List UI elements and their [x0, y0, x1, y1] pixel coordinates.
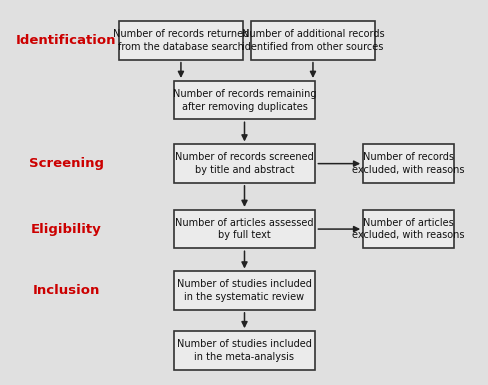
Text: Screening: Screening	[28, 157, 103, 170]
Text: Number of studies included
in the systematic review: Number of studies included in the system…	[177, 279, 311, 302]
Text: Number of studies included
in the meta-analysis: Number of studies included in the meta-a…	[177, 339, 311, 362]
FancyBboxPatch shape	[118, 21, 243, 60]
FancyBboxPatch shape	[250, 21, 375, 60]
FancyBboxPatch shape	[173, 81, 315, 119]
FancyBboxPatch shape	[173, 331, 315, 370]
Text: Number of records remaining
after removing duplicates: Number of records remaining after removi…	[172, 89, 316, 112]
Text: Number of articles assessed
by full text: Number of articles assessed by full text	[175, 218, 313, 241]
Text: Number of records
excluded, with reasons: Number of records excluded, with reasons	[351, 152, 464, 175]
Text: Number of records screened
by title and abstract: Number of records screened by title and …	[175, 152, 313, 175]
FancyBboxPatch shape	[173, 144, 315, 183]
FancyBboxPatch shape	[362, 144, 453, 183]
Text: Number of records returned
from the database search: Number of records returned from the data…	[113, 29, 248, 52]
FancyBboxPatch shape	[173, 210, 315, 248]
FancyBboxPatch shape	[173, 271, 315, 310]
Text: Identification: Identification	[16, 34, 116, 47]
FancyBboxPatch shape	[362, 210, 453, 248]
Text: Number of articles
excluded, with reasons: Number of articles excluded, with reason…	[351, 218, 464, 241]
Text: Eligibility: Eligibility	[31, 223, 101, 236]
Text: Inclusion: Inclusion	[32, 284, 100, 297]
Text: Number of additional records
identified from other sources: Number of additional records identified …	[241, 29, 384, 52]
